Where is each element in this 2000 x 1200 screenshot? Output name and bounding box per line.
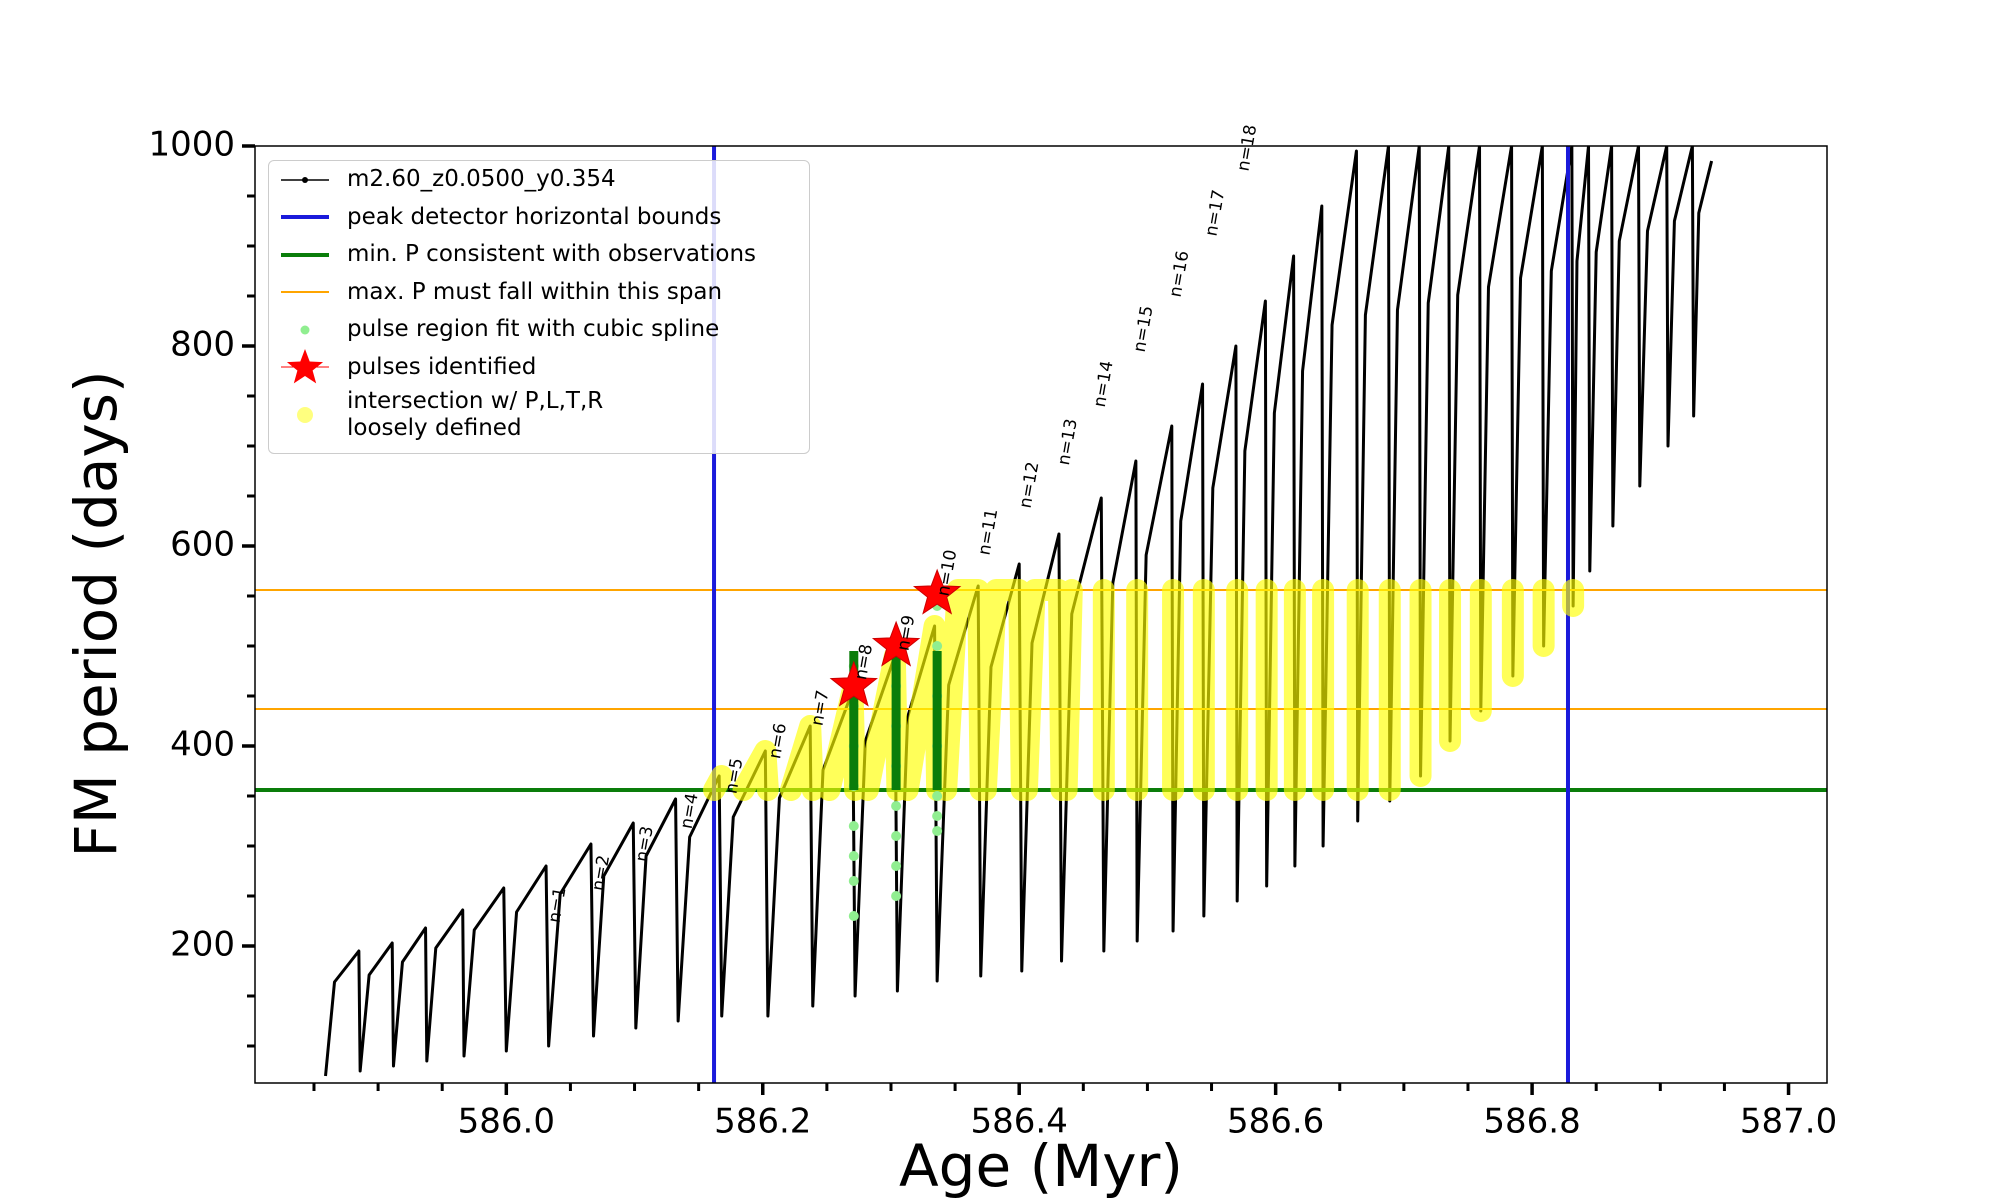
legend-icon [281, 349, 329, 384]
legend-label: intersection w/ P,L,T,R loosely defined [347, 388, 604, 441]
pulse-label: n=6 [765, 722, 791, 761]
spline-point [891, 831, 902, 841]
x-tick-label: 586.8 [1483, 1102, 1580, 1142]
legend-entry: m2.60_z0.0500_y0.354 [269, 161, 809, 199]
x-tick-label: 586.4 [971, 1102, 1068, 1142]
legend-icon [300, 325, 310, 335]
pulse-label: n=13 [1054, 417, 1082, 466]
legend-star [286, 349, 324, 384]
x-tick-label: 586.0 [458, 1102, 555, 1142]
legend-icon [281, 291, 329, 294]
spline-point [848, 821, 859, 831]
pulse-label: n=1 [545, 886, 571, 925]
spline-point [848, 876, 859, 886]
pulse-label: n=8 [851, 643, 877, 682]
legend-icon [297, 407, 313, 423]
legend-icon [281, 252, 329, 257]
legend-label: max. P must fall within this span [347, 278, 723, 305]
spline-point [848, 911, 859, 921]
pulse-label: n=4 [677, 792, 703, 831]
plot-area [255, 146, 1827, 1083]
pulse-label: n=12 [1016, 460, 1044, 509]
legend-label: peak detector horizontal bounds [347, 203, 722, 230]
legend-label: m2.60_z0.0500_y0.354 [347, 166, 616, 193]
x-axis-label: Age (Myr) [899, 1132, 1183, 1200]
y-tick-label: 1000 [148, 125, 235, 165]
pulse-label: n=14 [1090, 359, 1118, 408]
legend-label: min. P consistent with observations [347, 241, 757, 268]
legend-label: pulse region fit with cubic spline [347, 316, 720, 343]
pulse-label: n=18 [1234, 123, 1262, 172]
y-axis-label: FM period (days) [62, 370, 130, 857]
pulse-star [829, 660, 878, 707]
legend-entry: pulses identified [269, 349, 809, 387]
pulse-star [912, 568, 962, 615]
x-tick-label: 586.6 [1227, 1102, 1324, 1142]
spline-point [891, 801, 902, 811]
pulse-label: n=16 [1166, 249, 1194, 298]
spline-point [848, 851, 859, 861]
legend-dot [297, 407, 313, 423]
axes-frame [254, 145, 1828, 1084]
legend-icon [281, 176, 329, 183]
highlight-band [703, 579, 1585, 801]
y-tick-label: 600 [170, 525, 235, 565]
legend-entry: max. P must fall within this span [269, 274, 809, 312]
pulse-label: n=15 [1130, 304, 1158, 353]
legend-entry: peak detector horizontal bounds [269, 199, 809, 237]
legend-icon [281, 215, 329, 220]
spline-point [932, 826, 943, 836]
y-tick-label: 200 [170, 925, 235, 965]
spline-point [891, 891, 902, 901]
x-tick-label: 586.2 [714, 1102, 811, 1142]
pulse-label: n=7 [808, 689, 834, 728]
pulse-label: n=17 [1202, 188, 1230, 237]
pulse-label: n=3 [632, 825, 658, 864]
legend-entry: intersection w/ P,L,T,R loosely defined [269, 386, 809, 444]
legend-dot [302, 176, 308, 183]
legend-label: pulses identified [347, 353, 537, 380]
legend-entry: pulse region fit with cubic spline [269, 311, 809, 349]
spline-point [891, 861, 902, 871]
pulse-star [871, 620, 921, 667]
spline-point [932, 811, 943, 821]
legend-entry: min. P consistent with observations [269, 236, 809, 274]
spline-point [932, 641, 943, 651]
pulse-label: n=9 [893, 614, 919, 653]
pulse-label: n=11 [975, 507, 1003, 556]
spline-point [932, 791, 943, 801]
y-tick-label: 400 [170, 725, 235, 765]
x-tick-label: 587.0 [1740, 1102, 1837, 1142]
legend-dot [300, 325, 310, 335]
y-tick-label: 800 [170, 325, 235, 365]
